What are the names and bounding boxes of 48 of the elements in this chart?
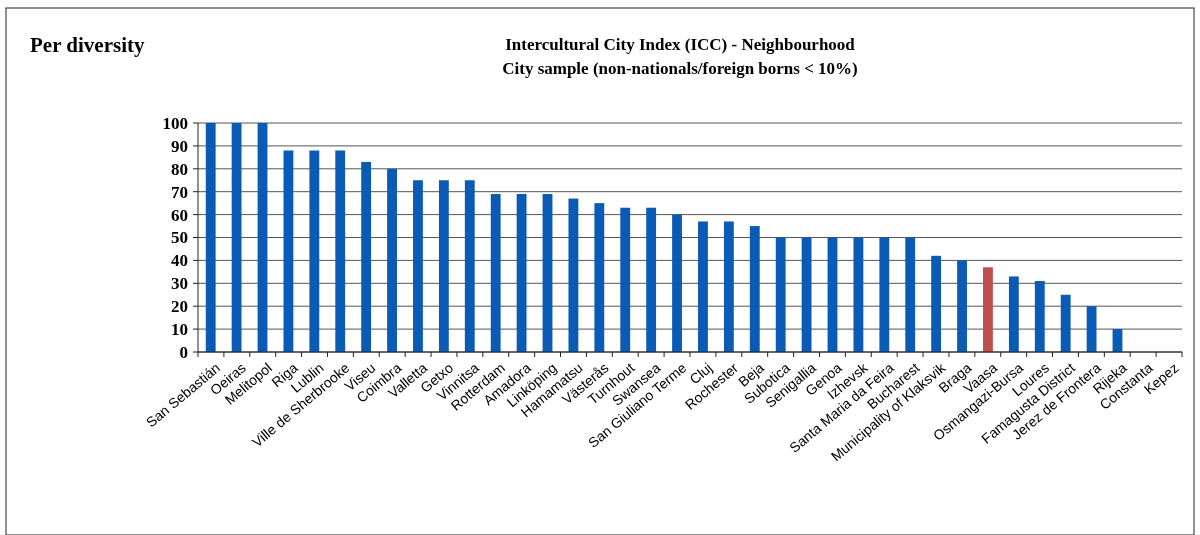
bar [1060,294,1071,352]
bar [749,226,760,352]
bar [983,267,993,352]
y-tick-label: 10 [171,320,188,340]
y-tick-label: 80 [171,159,188,179]
y-tick-label: 90 [171,136,188,156]
bar [957,260,967,352]
bar [931,255,942,352]
bar [438,180,449,352]
y-tick-label: 60 [171,205,188,225]
chart-title: Intercultural City Index (ICC) - Neighbourhood City sample (non-nationals/foreign borns < 10%) [502,35,858,78]
y-tick-label: 50 [171,228,188,248]
y-tick-label: 0 [179,342,188,362]
y-tick-label: 20 [171,297,188,317]
bar [464,180,475,352]
bar [335,150,346,352]
y-tick-label: 40 [171,251,188,271]
y-tick-label: 70 [171,182,188,202]
bar [879,237,890,352]
bar [568,198,579,352]
bar [205,123,216,352]
bar [490,193,501,352]
y-tick-label: 30 [171,274,188,294]
bar [283,150,294,352]
bar [801,237,812,352]
bar [827,237,838,352]
bar [646,207,657,352]
bar [387,168,397,352]
bar [672,214,682,352]
bar [1008,276,1019,352]
bar [231,123,242,352]
bar [698,221,708,352]
bar [905,237,916,352]
bar [257,123,268,352]
bar [516,193,527,352]
bar [594,203,605,352]
text: Per diversity [30,33,145,57]
bar [361,161,372,352]
bar [620,207,631,352]
bar [1086,306,1097,352]
bar [1034,281,1045,352]
bar [542,193,553,352]
y-tick-label: 100 [162,113,188,133]
bar [775,237,786,352]
bar [413,180,423,352]
bar [309,150,320,352]
bar [723,221,734,352]
bar [853,237,864,352]
